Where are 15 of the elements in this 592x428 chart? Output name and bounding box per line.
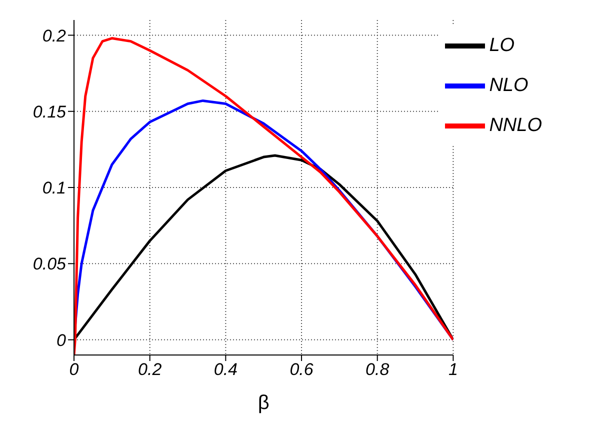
y-tick-label: 0.05: [32, 254, 67, 274]
legend-label: LO: [489, 35, 515, 56]
legend-label: NLO: [489, 75, 528, 96]
y-tick-label: 0.2: [42, 26, 67, 46]
y-tick-label: 0.1: [42, 178, 66, 198]
x-tick-label: 1: [448, 360, 458, 380]
y-tick-label: 0: [56, 330, 67, 350]
x-axis-title: β: [258, 392, 270, 414]
y-tick-label: 0.15: [32, 102, 67, 122]
x-tick-label: 0.6: [290, 360, 314, 380]
x-tick-label: 0: [69, 360, 80, 380]
x-tick-label: 0.8: [366, 360, 390, 380]
legend-label: NNLO: [489, 115, 542, 136]
x-tick-label: 0.4: [214, 360, 238, 380]
x-tick-label: 0.2: [138, 360, 162, 380]
